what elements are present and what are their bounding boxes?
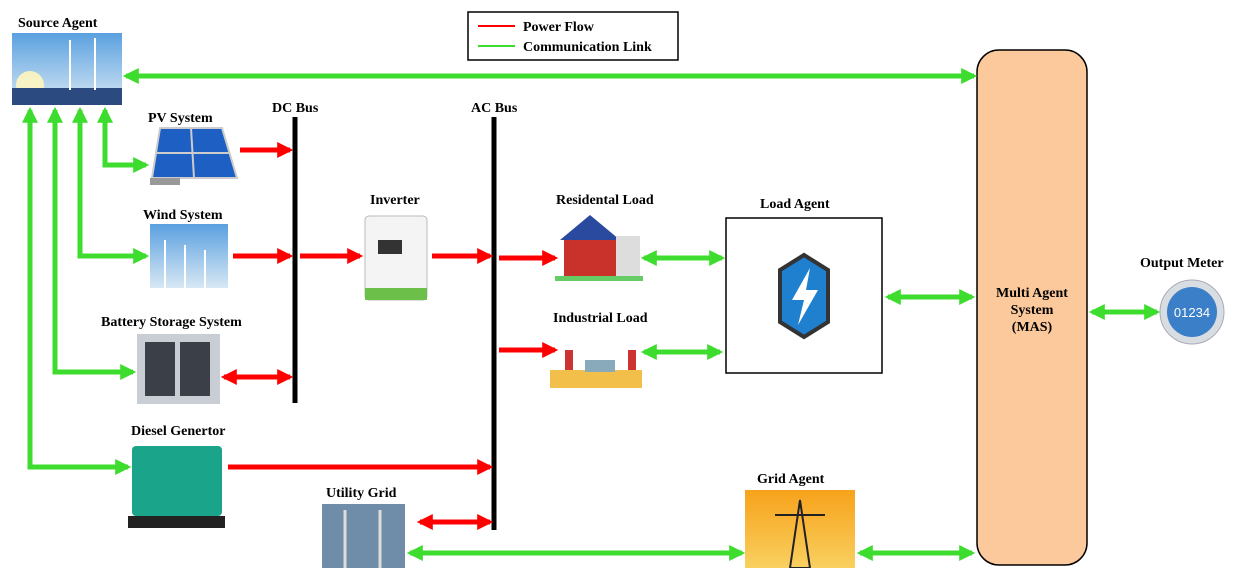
node-label: Residental Load: [556, 193, 654, 208]
pv-image: [150, 127, 239, 185]
node-label: PV System: [148, 111, 213, 126]
node-label: Source Agent: [18, 16, 98, 31]
mas-label: System: [1011, 303, 1054, 318]
comm-link: [96, 106, 150, 174]
grid-agent-image: [745, 490, 855, 568]
node-label: Industrial Load: [553, 311, 648, 326]
node-label: Battery Storage System: [101, 315, 242, 330]
house-image: [555, 215, 643, 281]
bus-label: DC Bus: [272, 101, 319, 116]
utility-grid-image: [322, 504, 405, 568]
node-label: Diesel Genertor: [131, 424, 225, 439]
node-label: Utility Grid: [326, 486, 397, 501]
node-label: Wind System: [143, 208, 223, 223]
node-label: Load Agent: [760, 197, 830, 212]
legend-label: Power Flow: [523, 20, 595, 35]
comm-link: [21, 106, 132, 476]
node-label: Grid Agent: [757, 472, 825, 487]
industry-image: [550, 350, 642, 388]
diesel-image: [128, 446, 225, 528]
bus-label: AC Bus: [471, 101, 518, 116]
node-label: Inverter: [370, 193, 420, 208]
mas-label: (MAS): [1012, 320, 1053, 335]
mas-label: Multi Agent: [996, 286, 1068, 301]
source-agent-image: [12, 33, 122, 105]
node-label: Output Meter: [1140, 256, 1224, 271]
meter-image: [1159, 279, 1225, 345]
inverter-image: [364, 215, 428, 301]
wind-image: [150, 224, 228, 288]
meter-display: 01234: [1174, 305, 1210, 320]
comm-link: [46, 106, 137, 381]
legend-box: [467, 11, 679, 61]
load-agent-icon: [778, 252, 830, 340]
comm-link: [71, 106, 150, 265]
mas-box: [976, 49, 1088, 566]
legend-label: Communication Link: [523, 40, 652, 55]
battery-image: [137, 334, 220, 404]
